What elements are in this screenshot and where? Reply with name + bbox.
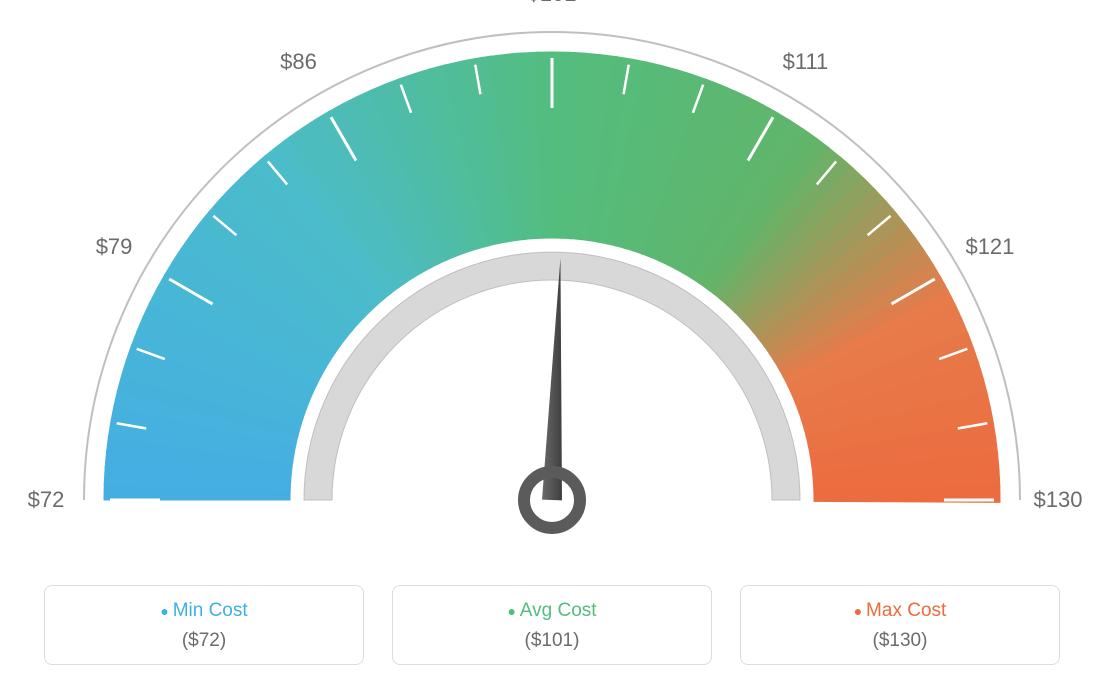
- legend-max-label: Max Cost: [741, 600, 1059, 622]
- gauge-tick-label: $72: [28, 487, 65, 513]
- legend-avg-label: Avg Cost: [393, 600, 711, 622]
- gauge-tick-label: $79: [96, 234, 133, 260]
- gauge-tick-label: $101: [528, 0, 577, 7]
- legend-card-max: Max Cost ($130): [740, 585, 1060, 665]
- gauge-tick-label: $130: [1034, 487, 1083, 513]
- gauge-area: $72 $79 $86 $101 $111 $121 $130: [0, 0, 1104, 560]
- gauge-chart-container: $72 $79 $86 $101 $111 $121 $130 Min Cost ($72)…: [0, 0, 1104, 690]
- gauge-tick-label: $121: [965, 234, 1014, 260]
- legend-card-min: Min Cost ($72): [44, 585, 364, 665]
- legend-max-value: ($130): [741, 630, 1059, 652]
- gauge-tick-label: $86: [280, 49, 317, 75]
- gauge-tick-label: $111: [783, 49, 829, 75]
- legend-min-label: Min Cost: [45, 600, 363, 622]
- gauge-svg: [0, 0, 1104, 560]
- legend-min-value: ($72): [45, 630, 363, 652]
- legend-card-avg: Avg Cost ($101): [392, 585, 712, 665]
- legend-avg-value: ($101): [393, 630, 711, 652]
- legend-row: Min Cost ($72) Avg Cost ($101) Max Cost …: [0, 585, 1104, 665]
